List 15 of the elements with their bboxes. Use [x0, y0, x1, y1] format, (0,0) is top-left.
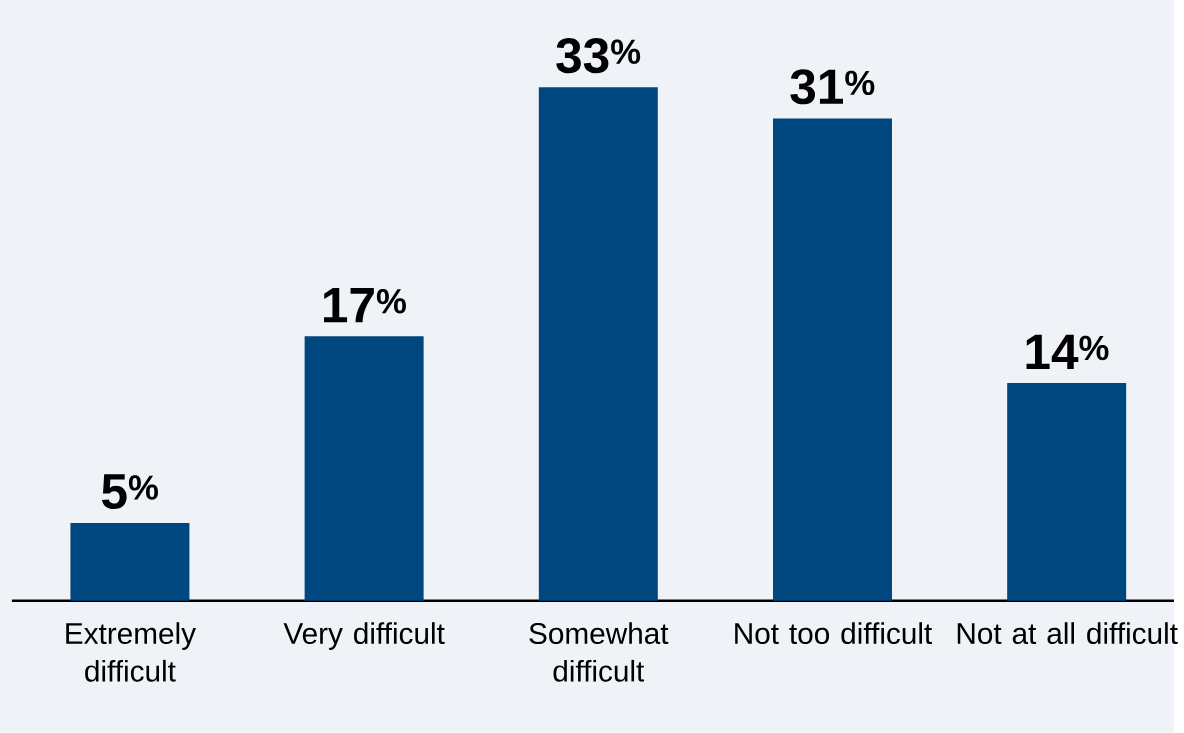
- x-tick-label: Extremely difficult: [66, 622, 196, 682]
- bar: [70, 523, 190, 601]
- x-tick-label: Very difficult: [283, 622, 445, 651]
- bar: [538, 87, 658, 601]
- data-label: 33$^{%}$: [556, 38, 641, 74]
- x-tick-label: Not too difficult: [735, 622, 933, 645]
- x-tick-label: Somewhat difficult: [529, 622, 669, 682]
- data-label: 17$^{%}$: [324, 288, 406, 323]
- bar: [304, 336, 424, 601]
- bar: [1007, 383, 1127, 601]
- data-label: 14$^{%}$: [1026, 334, 1109, 370]
- data-label: 31$^{%}$: [790, 69, 875, 105]
- x-tick-label: Not at all difficult: [957, 622, 1178, 645]
- bar: [773, 118, 892, 601]
- data-label: 5$^{%}$: [102, 474, 158, 510]
